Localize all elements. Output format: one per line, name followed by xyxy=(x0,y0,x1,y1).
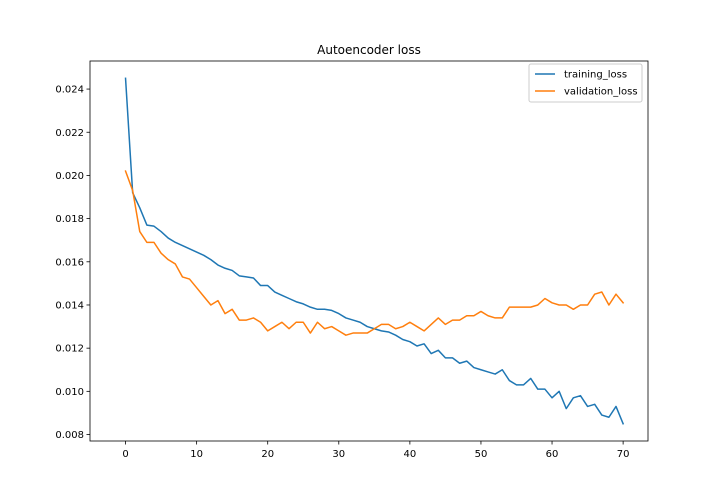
x-tick-label: 20 xyxy=(261,449,274,460)
x-tick-label: 30 xyxy=(332,449,345,460)
legend-label-training-loss: training_loss xyxy=(564,70,627,81)
x-tick-label: 40 xyxy=(404,449,417,460)
x-tick-label: 70 xyxy=(617,449,630,460)
chart-title: Autoencoder loss xyxy=(317,43,421,57)
x-tick-label: 0 xyxy=(122,449,128,460)
series-line-training-loss xyxy=(124,77,625,425)
y-tick-label: 0.016 xyxy=(55,257,84,268)
y-tick-label: 0.020 xyxy=(55,171,84,182)
y-tick-label: 0.014 xyxy=(55,300,84,311)
y-tick-label: 0.024 xyxy=(55,85,84,96)
y-tick-label: 0.008 xyxy=(55,430,84,441)
y-tick-label: 0.010 xyxy=(55,387,84,398)
series-line-validation-loss xyxy=(124,170,625,336)
plot-area: 0 10 20 30 40 50 60 70 0.008 0.010 0.012 0.014 0.016… xyxy=(55,60,649,460)
x-tick-label: 50 xyxy=(475,449,488,460)
axes-frame xyxy=(89,60,649,442)
x-tick-label: 10 xyxy=(190,449,203,460)
y-tick-label: 0.012 xyxy=(55,344,84,355)
chart-legend: training_loss validation_loss xyxy=(528,63,643,103)
y-tick-label: 0.018 xyxy=(55,214,84,225)
legend-label-validation-loss: validation_loss xyxy=(564,87,638,98)
x-tick-label: 60 xyxy=(546,449,559,460)
y-tick-label: 0.022 xyxy=(55,128,84,139)
legend-box xyxy=(528,63,643,103)
